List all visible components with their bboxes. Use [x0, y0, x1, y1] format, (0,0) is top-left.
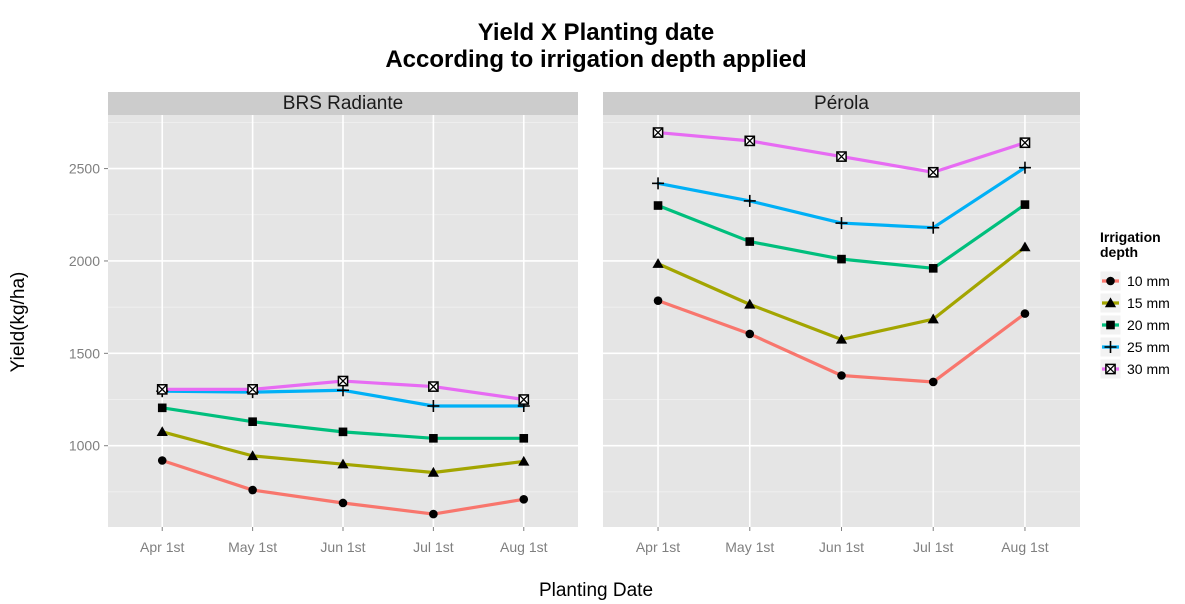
data-point-15-mm	[247, 450, 259, 461]
y-tick-label: 2000	[69, 253, 100, 269]
data-point-10-mm	[157, 456, 167, 465]
panels-layer: BRS Radiante Apr 1st May 1st Jun 1st Jul 1st…	[69, 92, 1080, 555]
data-point-20-mm	[157, 403, 167, 413]
data-point-30-mm	[247, 384, 258, 395]
panel-strip	[108, 92, 578, 115]
data-point-25-mm	[927, 221, 940, 234]
data-point-30-mm	[1019, 137, 1031, 149]
legend-label: 30 mm	[1127, 361, 1170, 377]
data-point-10-mm	[928, 377, 938, 387]
legend-key-marker	[1106, 320, 1115, 330]
data-point-10-mm	[745, 329, 755, 339]
x-tick-label: Jul 1st	[913, 539, 954, 555]
panel-brs-radiante: BRS Radiante Apr 1st May 1st Jun 1st Jul 1st…	[69, 92, 578, 555]
legend-label: 10 mm	[1127, 273, 1170, 289]
data-point-20-mm	[928, 264, 938, 273]
x-tick-label: May 1st	[725, 539, 774, 555]
legend-title: Irrigation	[1100, 229, 1161, 245]
legend-key-marker	[1104, 297, 1117, 308]
data-point-25-mm	[427, 399, 440, 412]
data-point-25-mm	[652, 177, 665, 190]
data-point-20-mm	[338, 427, 348, 437]
legend-item-15-mm: 15 mm	[1099, 292, 1170, 314]
y-tick-label: 1500	[69, 345, 100, 361]
data-point-30-mm	[836, 151, 847, 162]
data-point-20-mm	[837, 254, 846, 264]
data-point-15-mm	[1019, 241, 1031, 252]
data-point-10-mm	[248, 485, 257, 495]
data-point-30-mm	[652, 127, 664, 138]
legend-label: 15 mm	[1127, 295, 1170, 311]
panel-strip-label: BRS Radiante	[283, 93, 403, 114]
chart-subtitle: According to irrigation depth applied	[385, 46, 806, 73]
data-point-25-mm	[835, 217, 848, 230]
y-tick-label: 2500	[69, 161, 100, 177]
y-tick-label: 1000	[69, 438, 100, 454]
legend-key-marker	[1106, 276, 1115, 286]
x-tick-label: Apr 1st	[140, 539, 184, 555]
legend-title: depth	[1100, 244, 1138, 260]
y-axis-title: Yield(kg/ha)	[8, 272, 29, 373]
data-point-15-mm	[835, 333, 848, 344]
chart-title: Yield X Planting date	[478, 19, 714, 46]
x-tick-label: Jun 1st	[320, 539, 365, 555]
panel-strip	[603, 92, 1080, 115]
legend-item-20-mm: 20 mm	[1099, 314, 1170, 336]
legend-label: 25 mm	[1127, 339, 1170, 355]
panel-perola: Pérola Apr 1st May 1st Jun 1st Jul 1st Aug 1s…	[603, 92, 1080, 555]
data-point-20-mm	[745, 237, 755, 246]
data-point-10-mm	[429, 509, 438, 519]
data-point-15-mm	[337, 458, 349, 469]
data-point-15-mm	[156, 426, 168, 437]
data-point-15-mm	[652, 258, 664, 268]
data-point-25-mm	[743, 194, 756, 207]
x-axis-title: Planting Date	[539, 580, 653, 601]
data-point-20-mm	[429, 434, 438, 443]
data-point-30-mm	[428, 381, 439, 392]
data-point-20-mm	[519, 434, 529, 443]
x-tick-label: Jun 1st	[819, 539, 864, 555]
x-tick-label: Aug 1st	[500, 539, 548, 555]
data-point-10-mm	[837, 371, 846, 380]
legend-key-marker	[1105, 363, 1116, 375]
data-point-15-mm	[927, 313, 939, 324]
legend-item-30-mm: 30 mm	[1099, 358, 1170, 380]
data-point-20-mm	[653, 201, 663, 210]
legend-key-marker	[1104, 341, 1117, 353]
data-point-10-mm	[1020, 309, 1030, 318]
data-point-20-mm	[248, 417, 257, 426]
data-point-30-mm	[927, 166, 939, 178]
legend-label: 20 mm	[1127, 317, 1170, 333]
data-point-30-mm	[337, 375, 349, 387]
data-point-30-mm	[156, 384, 168, 395]
data-point-25-mm	[1018, 161, 1031, 174]
x-tick-label: May 1st	[228, 539, 277, 555]
data-point-15-mm	[744, 298, 756, 309]
data-point-10-mm	[653, 296, 663, 305]
legend-item-10-mm: 10 mm	[1099, 270, 1170, 292]
x-tick-label: Jul 1st	[413, 539, 454, 555]
data-point-10-mm	[519, 494, 529, 504]
data-point-15-mm	[518, 455, 530, 466]
data-point-15-mm	[427, 466, 439, 477]
data-point-20-mm	[1020, 200, 1030, 209]
data-point-30-mm	[518, 394, 530, 405]
data-point-10-mm	[338, 498, 348, 508]
x-tick-label: Apr 1st	[636, 539, 680, 555]
x-tick-label: Aug 1st	[1001, 539, 1049, 555]
legend-item-25-mm: 25 mm	[1099, 336, 1170, 358]
panel-strip-label: Pérola	[814, 93, 869, 114]
data-point-30-mm	[744, 135, 756, 147]
